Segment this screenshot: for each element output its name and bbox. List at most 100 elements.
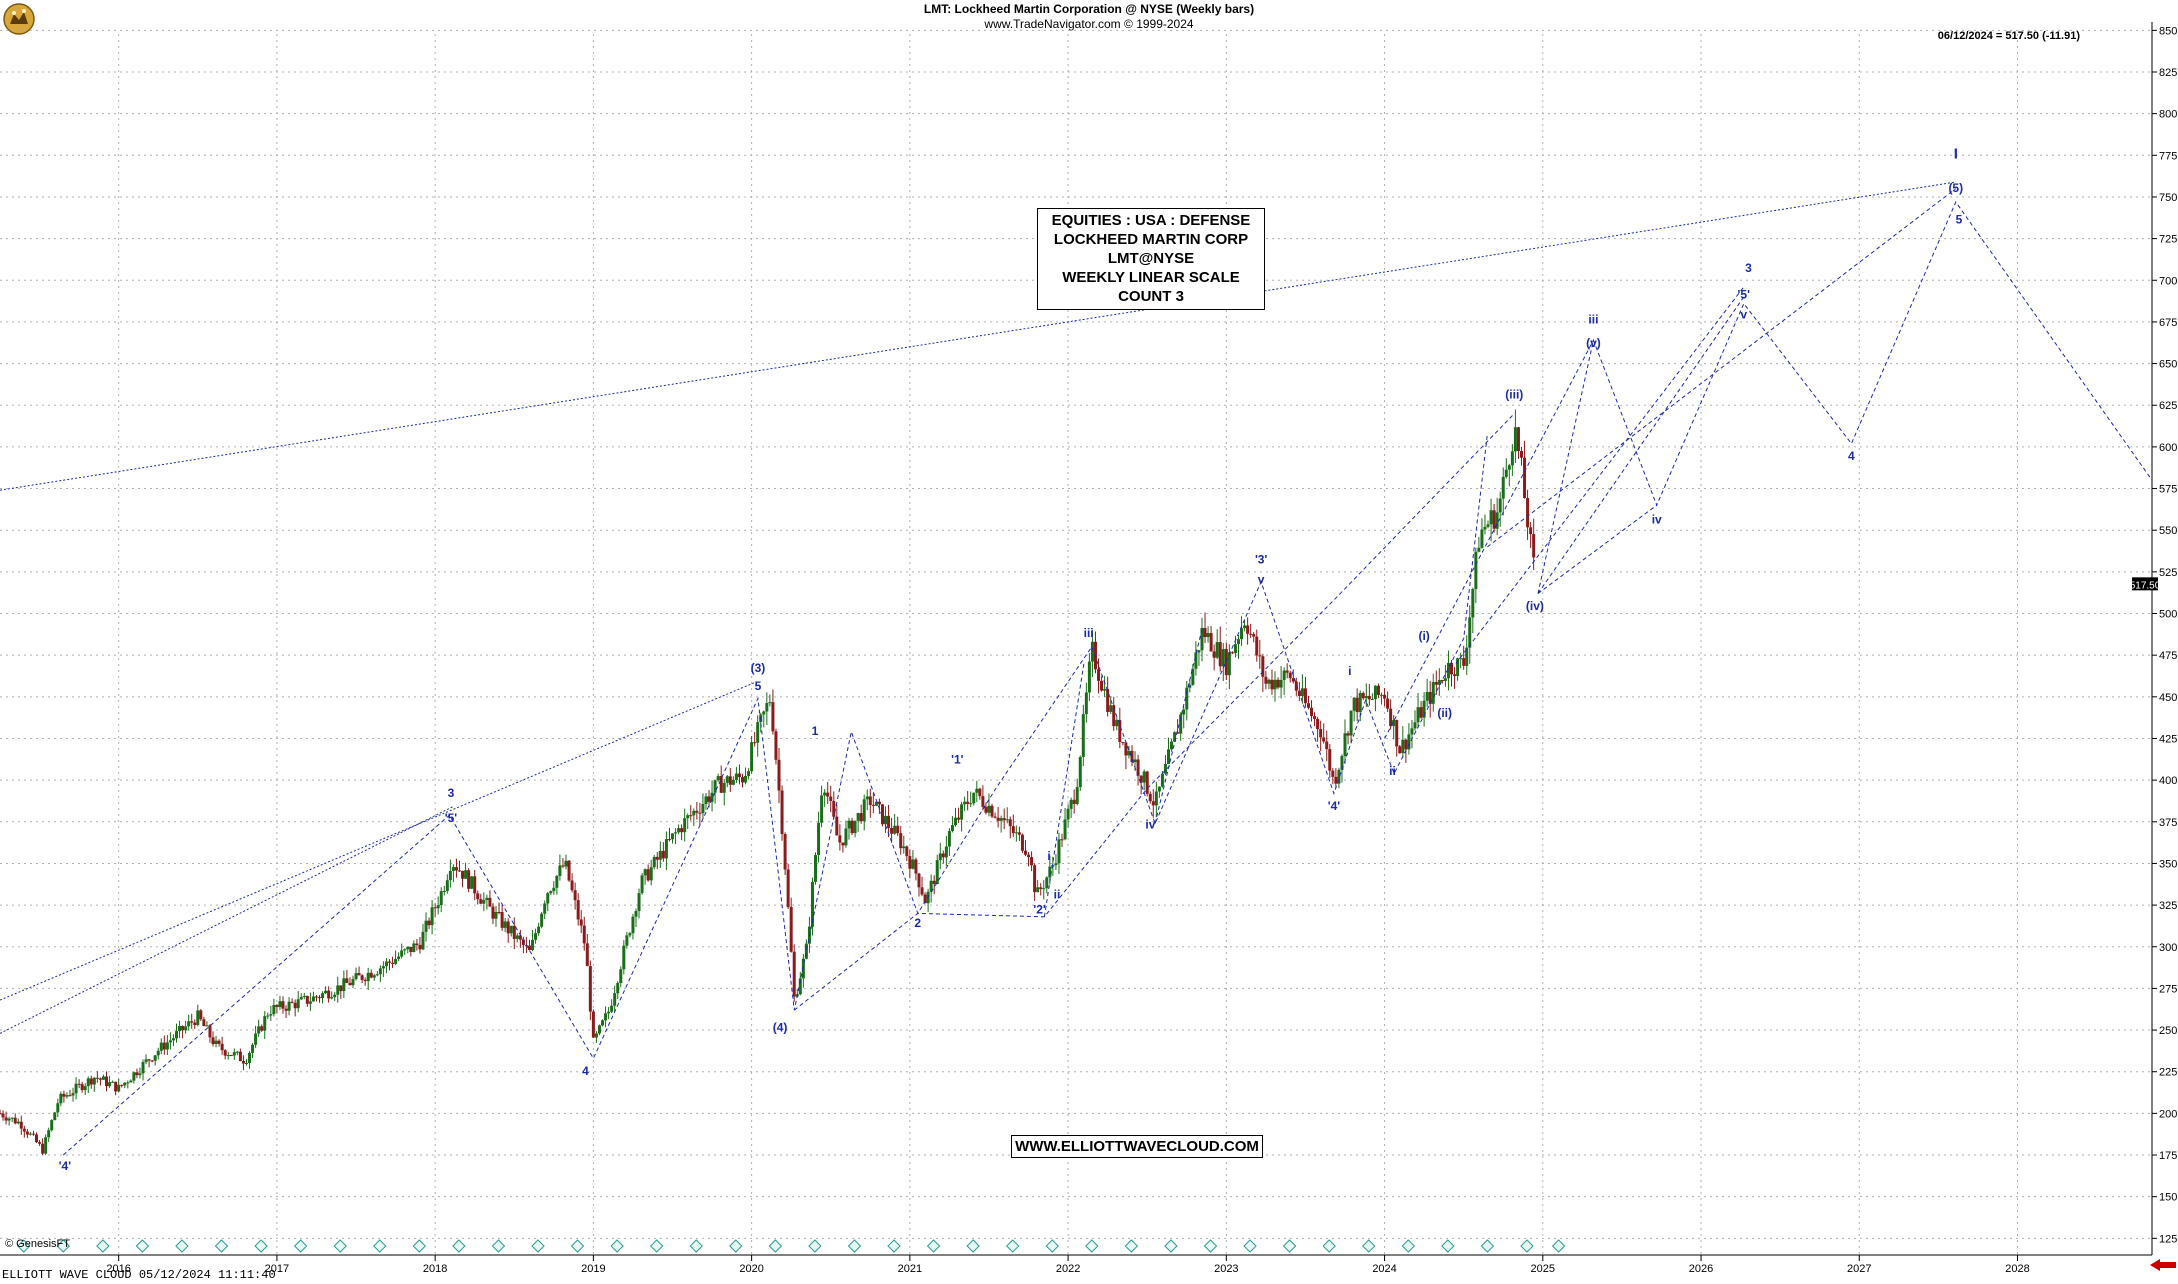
y-tick-label: 825.00	[2159, 67, 2178, 79]
event-diamond-icon	[1362, 1239, 1376, 1253]
price-bar-body	[211, 1037, 215, 1045]
price-bar-body	[1139, 775, 1143, 783]
price-bar-body	[299, 997, 303, 1000]
price-bar-body	[728, 776, 732, 785]
price-bar-body	[1361, 693, 1365, 699]
price-bar-body	[19, 1121, 23, 1129]
price-bar-body	[1033, 865, 1037, 893]
price-bar-body	[1081, 714, 1085, 758]
price-bar-body	[835, 816, 839, 836]
price-bar-body	[1468, 617, 1472, 648]
price-bar-body	[1243, 625, 1247, 629]
price-bar-body	[254, 1033, 258, 1045]
event-diamond-icon	[412, 1239, 427, 1253]
price-bar-body	[83, 1086, 87, 1091]
price-bar-body	[999, 818, 1003, 821]
price-bar-body	[1020, 834, 1024, 851]
price-bar-body	[512, 925, 516, 939]
price-bar-body	[780, 790, 784, 835]
price-bar-body	[667, 839, 671, 841]
price-bar-body	[424, 920, 428, 932]
price-bar-body	[850, 820, 854, 834]
event-diamond-icon	[1005, 1239, 1020, 1253]
price-bar-body	[753, 742, 757, 744]
price-bar-body	[284, 1008, 288, 1011]
y-tick-label: 500.00	[2159, 609, 2178, 621]
price-bar-body	[92, 1077, 96, 1085]
price-bar-body	[120, 1084, 124, 1086]
price-bar-body	[610, 1005, 614, 1012]
price-bar-body	[963, 801, 967, 805]
price-bar-body	[1465, 647, 1469, 666]
price-bar-body	[1267, 679, 1271, 684]
price-bar-body	[345, 978, 349, 983]
price-bar-body	[1154, 791, 1158, 806]
price-bar-body	[263, 1016, 267, 1031]
price-bar-body	[95, 1077, 99, 1079]
price-bar-body	[193, 1022, 197, 1026]
price-bar-body	[1066, 808, 1070, 820]
price-bar-body	[375, 974, 379, 976]
event-diamond-icon	[452, 1239, 466, 1253]
price-bar-body	[1039, 887, 1043, 890]
wave-line	[793, 413, 1515, 1011]
price-bar-body	[768, 702, 772, 704]
price-bar-body	[704, 796, 708, 804]
price-bar-body	[884, 815, 888, 825]
price-bar-body	[114, 1081, 118, 1092]
price-bar-body	[643, 869, 647, 876]
event-diamond-icon	[610, 1239, 624, 1253]
event-diamond-icon	[17, 1239, 31, 1253]
event-diamond-icon	[1124, 1239, 1139, 1253]
price-bar-body	[302, 995, 306, 998]
price-bar-body	[631, 916, 635, 934]
price-bar-body	[184, 1026, 188, 1031]
price-bar-body	[287, 1001, 291, 1011]
price-bar-body	[1106, 688, 1110, 712]
price-bar-body	[1078, 757, 1082, 788]
price-bar-body	[853, 820, 857, 834]
price-bar-body	[1148, 793, 1152, 802]
price-bar-body	[902, 846, 906, 849]
price-bar-body	[391, 962, 395, 964]
price-bar-body	[953, 817, 957, 826]
price-bar-body	[1376, 685, 1380, 695]
wave-label: (5)	[1948, 181, 1963, 195]
price-bar-body	[208, 1025, 212, 1038]
price-bar-body	[1343, 733, 1347, 757]
price-bar-body	[947, 831, 951, 847]
price-bar-body	[159, 1042, 163, 1051]
x-tick-label: 2027	[1847, 1263, 1871, 1275]
price-bar-body	[950, 825, 954, 832]
event-diamond-icon	[254, 1239, 268, 1253]
price-bar-body	[747, 771, 751, 776]
y-tick-label: 525.00	[2159, 567, 2178, 579]
price-bar-body	[1133, 759, 1137, 763]
scroll-right-arrow-icon[interactable]	[2148, 1258, 2178, 1272]
price-bar-body	[771, 702, 775, 732]
price-bar-body	[1398, 746, 1402, 754]
y-tick-label: 125.00	[2159, 1233, 2178, 1245]
price-bar-body	[740, 777, 744, 783]
price-bar-body	[80, 1084, 84, 1091]
price-bar-body	[1203, 627, 1207, 638]
price-bar-body	[436, 905, 440, 909]
website-box[interactable]: WWW.ELLIOTTWAVECLOUD.COM	[1011, 1135, 1263, 1158]
price-bar-body	[123, 1082, 127, 1086]
price-bar-body	[205, 1025, 209, 1027]
x-tick-label: 2025	[1531, 1263, 1555, 1275]
price-bar-body	[275, 1005, 279, 1007]
price-bar-body	[1218, 642, 1222, 667]
price-bar-body	[1136, 759, 1140, 776]
sector-info-box: EQUITIES : USA : DEFENSE LOCKHEED MARTIN…	[1037, 208, 1265, 310]
price-bar-body	[1395, 719, 1399, 747]
price-bar-body	[1255, 636, 1259, 656]
price-bar-body	[1425, 691, 1429, 701]
count-line: COUNT 3	[1118, 288, 1184, 305]
price-bar-body	[1264, 676, 1268, 684]
x-tick-label: 2018	[423, 1263, 447, 1275]
wave-label: iii	[1084, 626, 1094, 640]
price-bar-body	[1069, 799, 1073, 809]
price-bar-body	[1495, 512, 1499, 529]
